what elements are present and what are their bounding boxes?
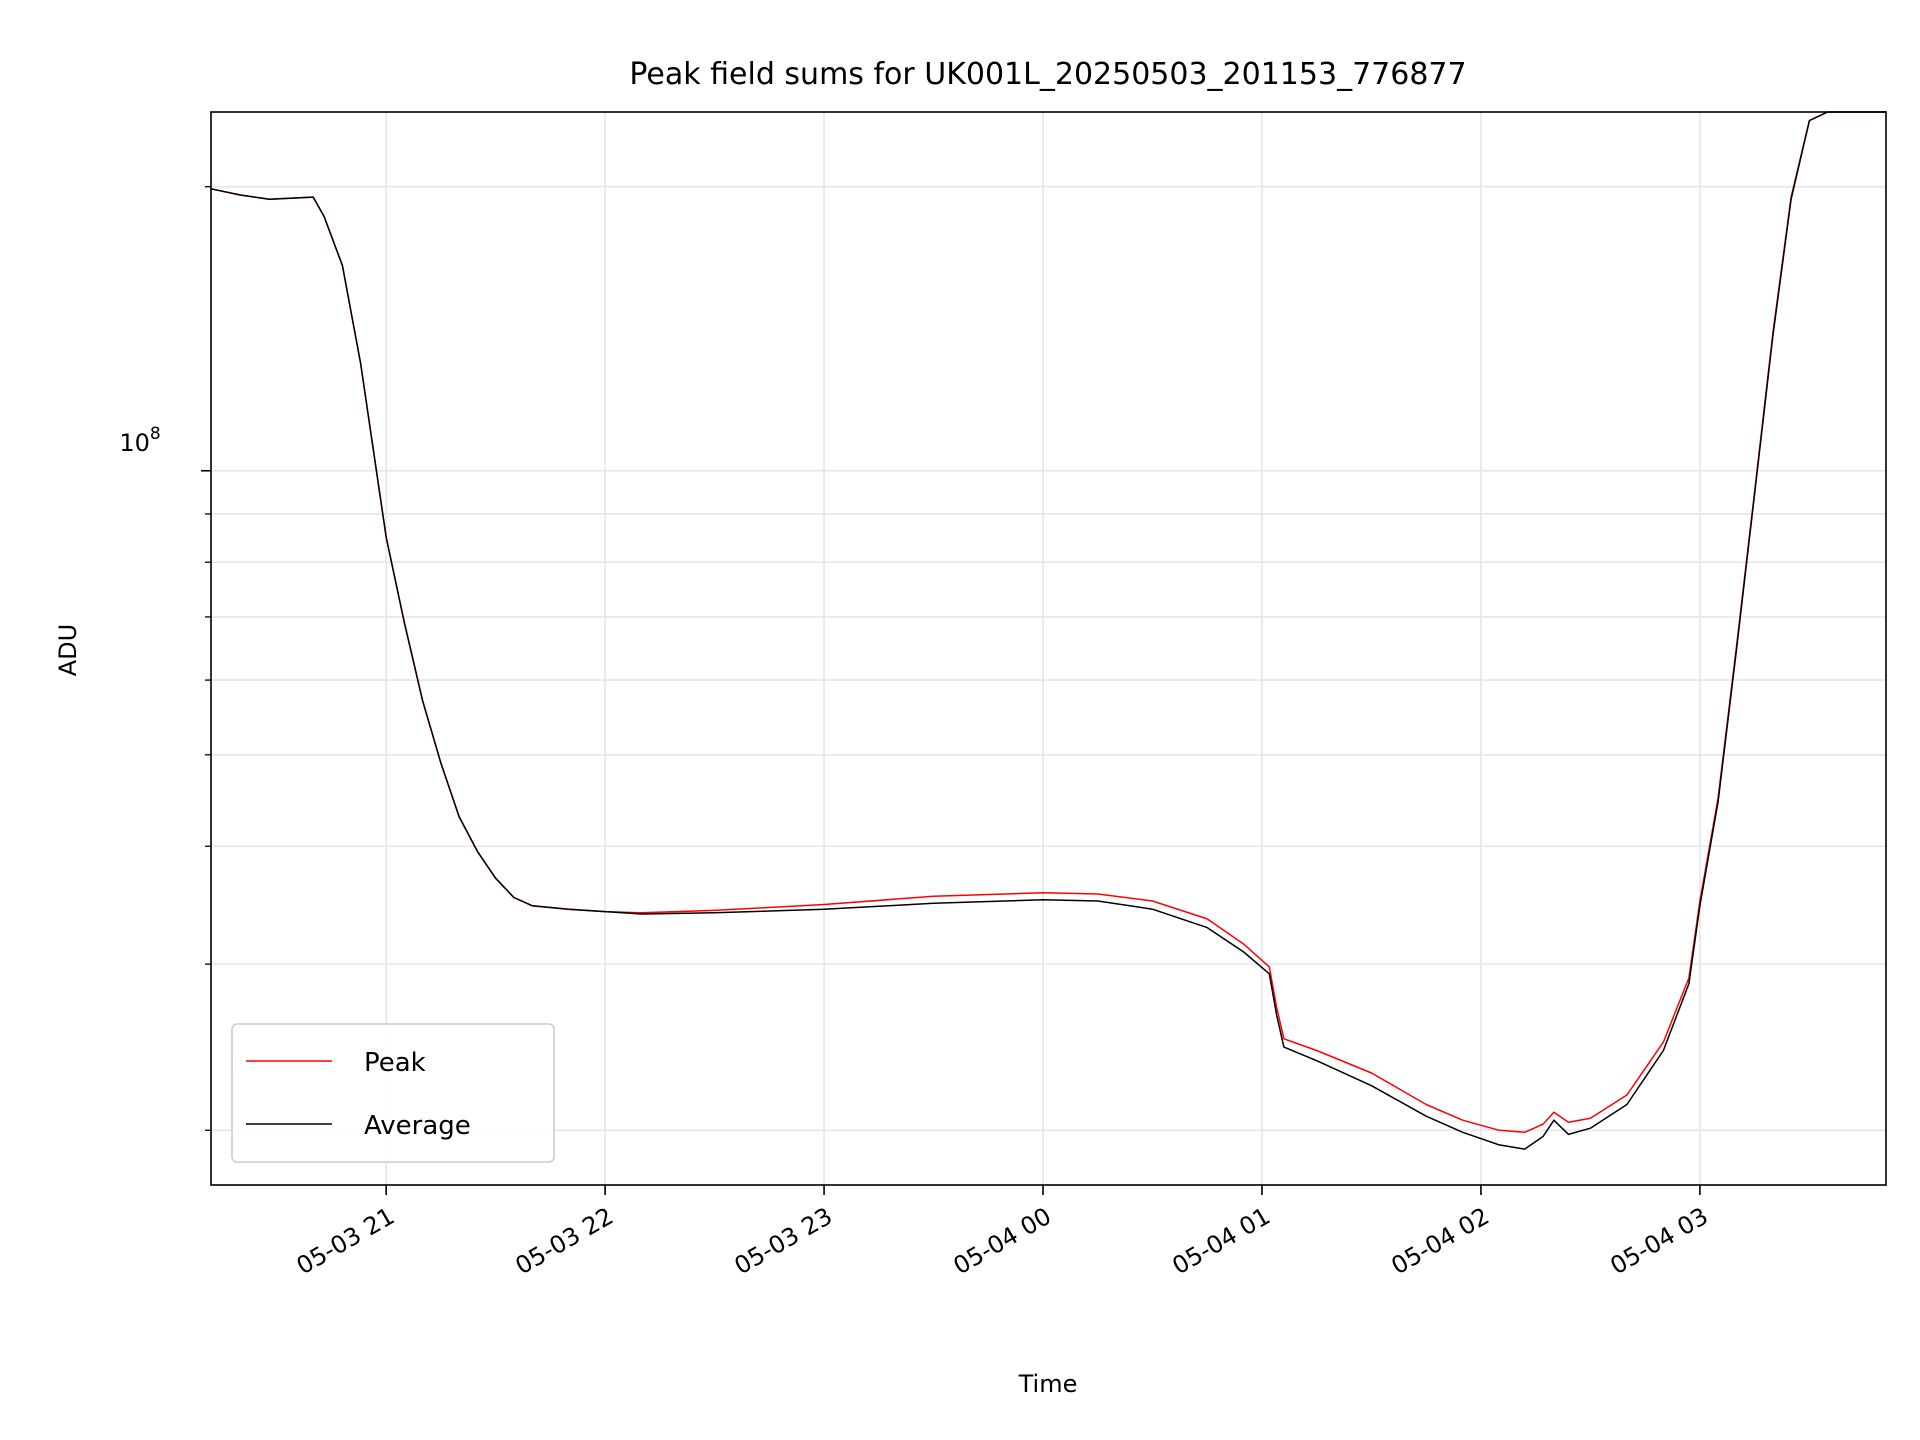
y-tick-label-major: 108: [119, 424, 160, 457]
y-tick-base: 10: [119, 429, 150, 457]
legend: Peak Average: [231, 1023, 555, 1163]
grid-lines: [211, 112, 1886, 1185]
legend-box: [231, 1023, 555, 1163]
y-tick-exponent: 8: [150, 424, 161, 444]
chart-title: Peak field sums for UK001L_20250503_2011…: [629, 57, 1466, 92]
y-axis-label: ADU: [54, 624, 82, 676]
legend-label-average: Average: [364, 1111, 471, 1141]
legend-label-peak: Peak: [364, 1048, 426, 1078]
x-axis-label: Time: [1018, 1370, 1078, 1398]
series-group: [210, 111, 1886, 1150]
y-axis-ticks: [201, 186, 211, 1131]
series-line-average: [210, 111, 1886, 1150]
plot-frame: [210, 111, 1887, 1186]
